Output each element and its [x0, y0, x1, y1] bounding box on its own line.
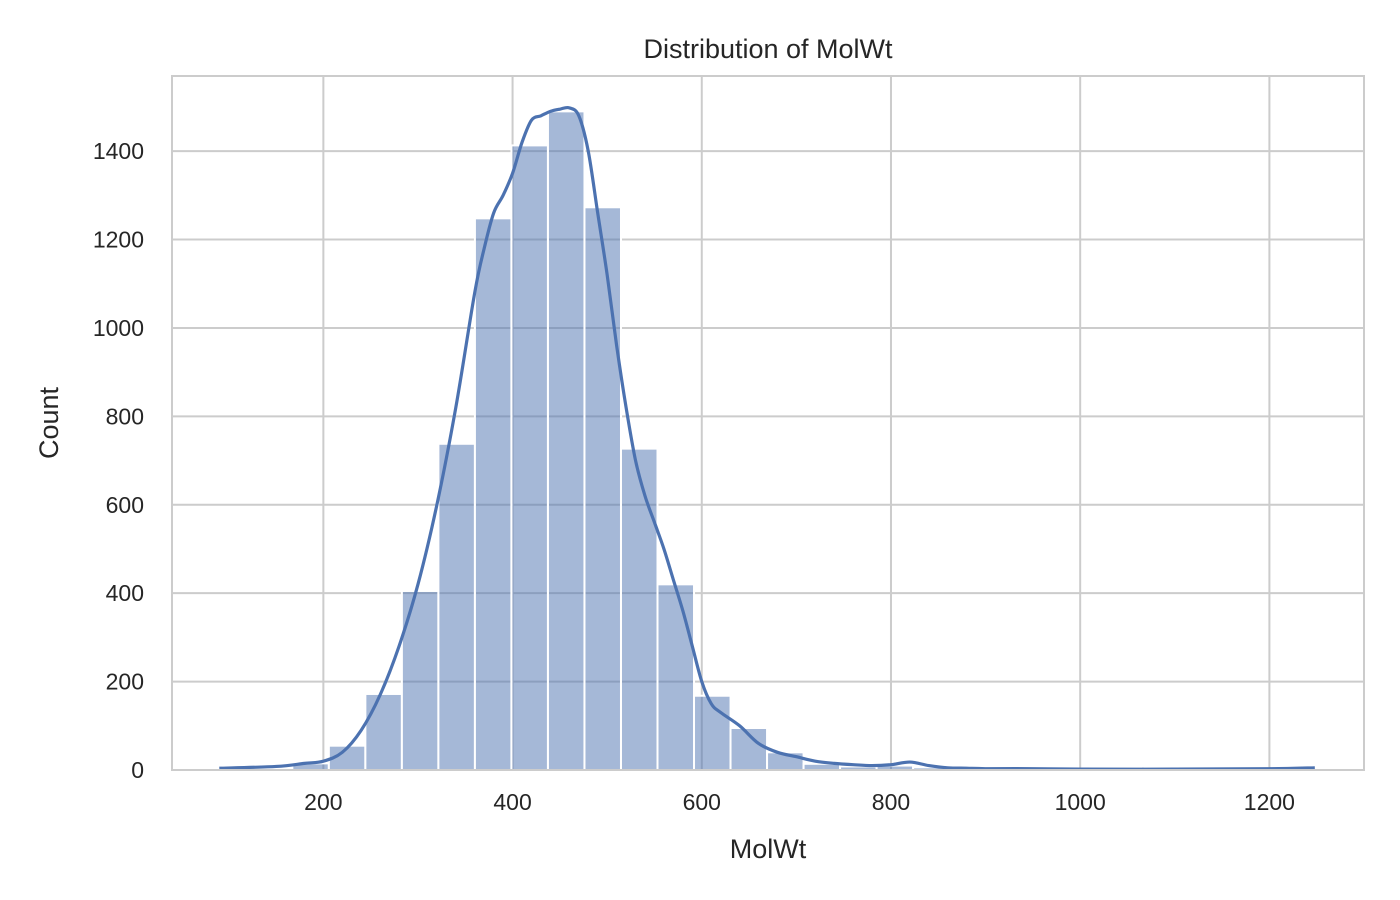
plot-frame: [171, 75, 1365, 771]
y-tick-labels: 0 200 400 600 800 1000 1200 1400: [93, 138, 144, 783]
histogram-bar: [656, 583, 696, 771]
histogram-bar: [583, 206, 622, 772]
grid-layer: [172, 76, 1364, 771]
x-tick-label: 800: [872, 789, 910, 815]
kde-curve: [219, 105, 1315, 771]
histogram-bar: [473, 217, 513, 771]
chart-title: Distribution of MolWt: [643, 34, 893, 64]
y-tick-label: 1200: [93, 227, 144, 253]
x-tick-label: 400: [493, 789, 531, 815]
y-tick-label: 400: [106, 580, 144, 606]
y-tick-label: 800: [106, 403, 144, 429]
x-tick-label: 600: [683, 789, 721, 815]
histogram-bar: [546, 110, 586, 772]
x-tick-label: 1000: [1055, 789, 1106, 815]
x-tick-labels: 200 400 600 800 1000 1200: [304, 789, 1295, 815]
y-tick-label: 0: [131, 757, 144, 783]
histogram-bar: [510, 144, 549, 771]
y-tick-label: 1400: [93, 138, 144, 164]
x-tick-label: 1200: [1244, 789, 1295, 815]
x-axis-title: MolWt: [730, 834, 807, 864]
histogram-bar: [437, 442, 476, 771]
y-tick-label: 1000: [93, 315, 144, 341]
histogram-bar: [693, 694, 732, 772]
histogram-bar: [364, 692, 403, 771]
y-tick-label: 200: [106, 669, 144, 695]
kde-layer: [219, 105, 1315, 771]
histogram-bar: [619, 447, 659, 771]
y-tick-label: 600: [106, 492, 144, 518]
bars-layer: [218, 110, 1316, 772]
x-tick-label: 200: [304, 789, 342, 815]
y-axis-title: Count: [34, 386, 64, 459]
